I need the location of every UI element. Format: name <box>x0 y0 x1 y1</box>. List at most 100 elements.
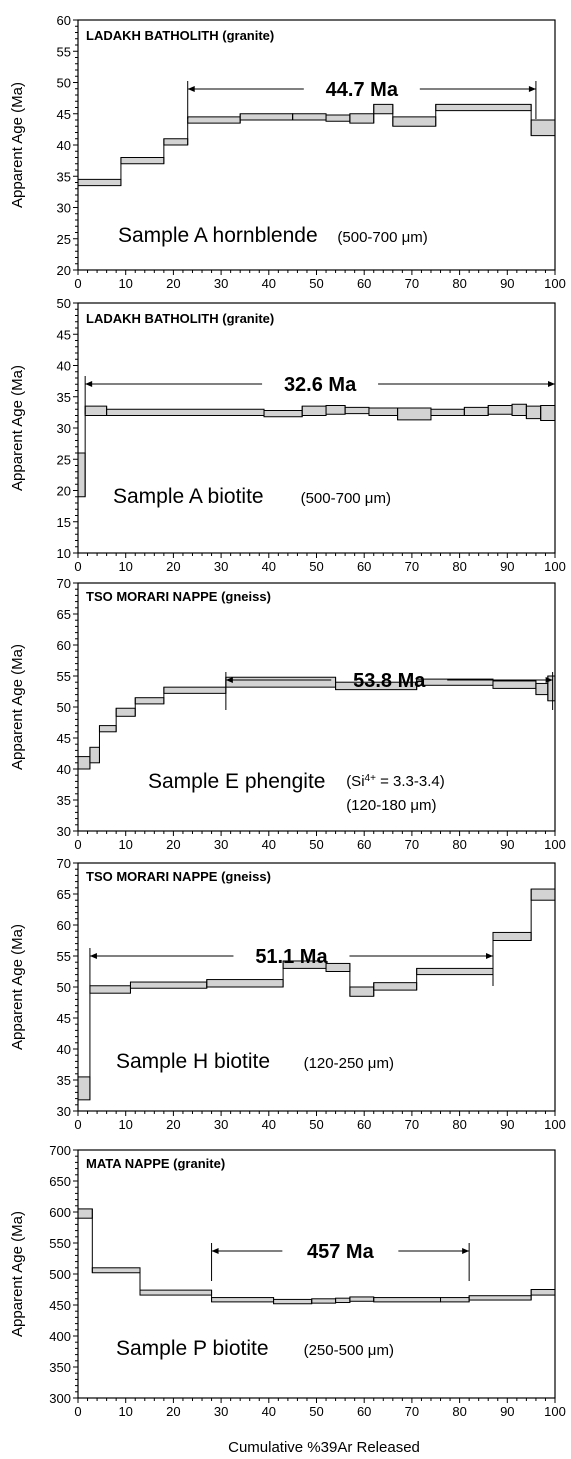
step-12 <box>487 405 513 415</box>
step-2 <box>91 1267 141 1274</box>
step-3 <box>98 725 117 733</box>
x-tick-label: 10 <box>118 276 132 291</box>
x-tick-label: 60 <box>357 559 371 574</box>
x-tick-label: 30 <box>214 276 228 291</box>
plateau-age-label: 457 Ma <box>307 1241 375 1263</box>
y-tick-label: 65 <box>57 887 71 902</box>
plot-frame <box>77 582 556 832</box>
y-tick-label: 50 <box>57 980 71 995</box>
chart-panel-1: 20 25 30 35 40 45 50 55 60 0 10 20 30 40 50 60 70 80 90 100… <box>9 13 566 291</box>
x-tick-label: 30 <box>214 559 228 574</box>
step-3 <box>129 981 208 989</box>
x-tick-label: 20 <box>166 1117 180 1132</box>
x-tick-label: 10 <box>118 837 132 852</box>
y-axis-label: Apparent Age (Ma) <box>9 924 26 1050</box>
step-4 <box>187 116 241 124</box>
sample-note: (500-700 μm) <box>337 229 427 246</box>
plot-frame <box>77 1149 556 1399</box>
x-tick-label: 50 <box>309 276 323 291</box>
x-tick-label: 30 <box>214 837 228 852</box>
y-tick-label: 70 <box>57 856 71 871</box>
x-tick-label: 40 <box>262 559 276 574</box>
arrowhead-left <box>85 381 93 387</box>
x-tick-label: 20 <box>166 837 180 852</box>
y-tick-label: 60 <box>57 918 71 933</box>
x-tick-label: 50 <box>309 837 323 852</box>
arrowhead-right <box>528 86 536 92</box>
y-tick-label: 20 <box>57 484 71 499</box>
step-5 <box>239 113 294 121</box>
step-9 <box>373 1297 442 1303</box>
x-tick-label: 80 <box>452 276 466 291</box>
step-11 <box>535 682 549 696</box>
y-tick-label: 60 <box>57 638 71 653</box>
step-12 <box>530 1289 556 1296</box>
x-tick-label: 100 <box>544 837 566 852</box>
arrowhead-right <box>548 381 555 387</box>
step-3 <box>163 138 189 146</box>
panel-title: TSO MORARI NAPPE (gneiss) <box>86 589 271 604</box>
x-tick-label: 10 <box>118 1117 132 1132</box>
x-tick-label: 80 <box>452 1404 466 1419</box>
x-tick-label: 0 <box>74 1404 81 1419</box>
y-tick-label: 55 <box>57 949 71 964</box>
step-5 <box>273 1298 313 1305</box>
arrowhead-left <box>211 1248 219 1254</box>
step-6 <box>311 1298 337 1304</box>
step-7 <box>325 114 351 122</box>
x-tick-label: 0 <box>74 559 81 574</box>
step-5 <box>134 697 165 705</box>
panel-title: MATA NAPPE (granite) <box>86 1156 225 1171</box>
step-8 <box>349 1296 375 1302</box>
x-axis-label: Cumulative %39Ar Released <box>228 1439 420 1456</box>
y-tick-label: 10 <box>57 546 71 561</box>
y-tick-label: 300 <box>49 1391 71 1406</box>
step-8 <box>368 407 399 416</box>
step-4 <box>115 707 136 717</box>
step-7 <box>335 1297 351 1304</box>
step-13 <box>511 403 527 416</box>
x-tick-label: 90 <box>500 1117 514 1132</box>
y-axis-label: Apparent Age (Ma) <box>9 1211 26 1337</box>
step-2 <box>89 746 100 764</box>
x-tick-label: 10 <box>118 559 132 574</box>
plateau-age-label: 51.1 Ma <box>255 946 328 968</box>
y-tick-label: 450 <box>49 1298 71 1313</box>
panel-title: LADAKH BATHOLITH (granite) <box>86 28 274 43</box>
y-tick-label: 35 <box>57 169 71 184</box>
y-tick-label: 25 <box>57 232 71 247</box>
y-tick-label: 650 <box>49 1174 71 1189</box>
x-tick-label: 0 <box>74 276 81 291</box>
y-tick-label: 70 <box>57 576 71 591</box>
x-tick-label: 0 <box>74 1117 81 1132</box>
step-6 <box>163 686 227 694</box>
step-8 <box>349 113 375 124</box>
x-tick-label: 0 <box>74 837 81 852</box>
y-tick-label: 30 <box>57 1104 71 1119</box>
y-tick-label: 400 <box>49 1329 71 1344</box>
y-tick-label: 40 <box>57 359 71 374</box>
step-8 <box>373 982 418 991</box>
x-tick-label: 60 <box>357 276 371 291</box>
x-tick-label: 10 <box>118 1404 132 1419</box>
x-tick-label: 40 <box>262 1404 276 1419</box>
sample-note-2: (120-180 μm) <box>346 797 436 814</box>
panel-title: LADAKH BATHOLITH (granite) <box>86 311 274 326</box>
y-tick-label: 25 <box>57 452 71 467</box>
plateau-age-label: 53.8 Ma <box>353 670 426 692</box>
step-10 <box>430 408 465 416</box>
x-tick-label: 70 <box>405 1404 419 1419</box>
chart-panel-5: 300 350 400 450 500 550 600 650 700 0 10 20 30 40 50 60… <box>9 1143 566 1419</box>
step-1 <box>77 1076 91 1101</box>
y-tick-label: 55 <box>57 669 71 684</box>
step-2 <box>84 405 108 416</box>
sample-note: (250-500 μm) <box>304 1342 394 1359</box>
sample-note: (Si4+ = 3.3-3.4) <box>346 773 445 791</box>
step-14 <box>525 405 542 420</box>
y-tick-label: 60 <box>57 13 71 28</box>
step-7 <box>344 406 370 415</box>
step-11 <box>435 103 532 112</box>
x-tick-label: 90 <box>500 1404 514 1419</box>
